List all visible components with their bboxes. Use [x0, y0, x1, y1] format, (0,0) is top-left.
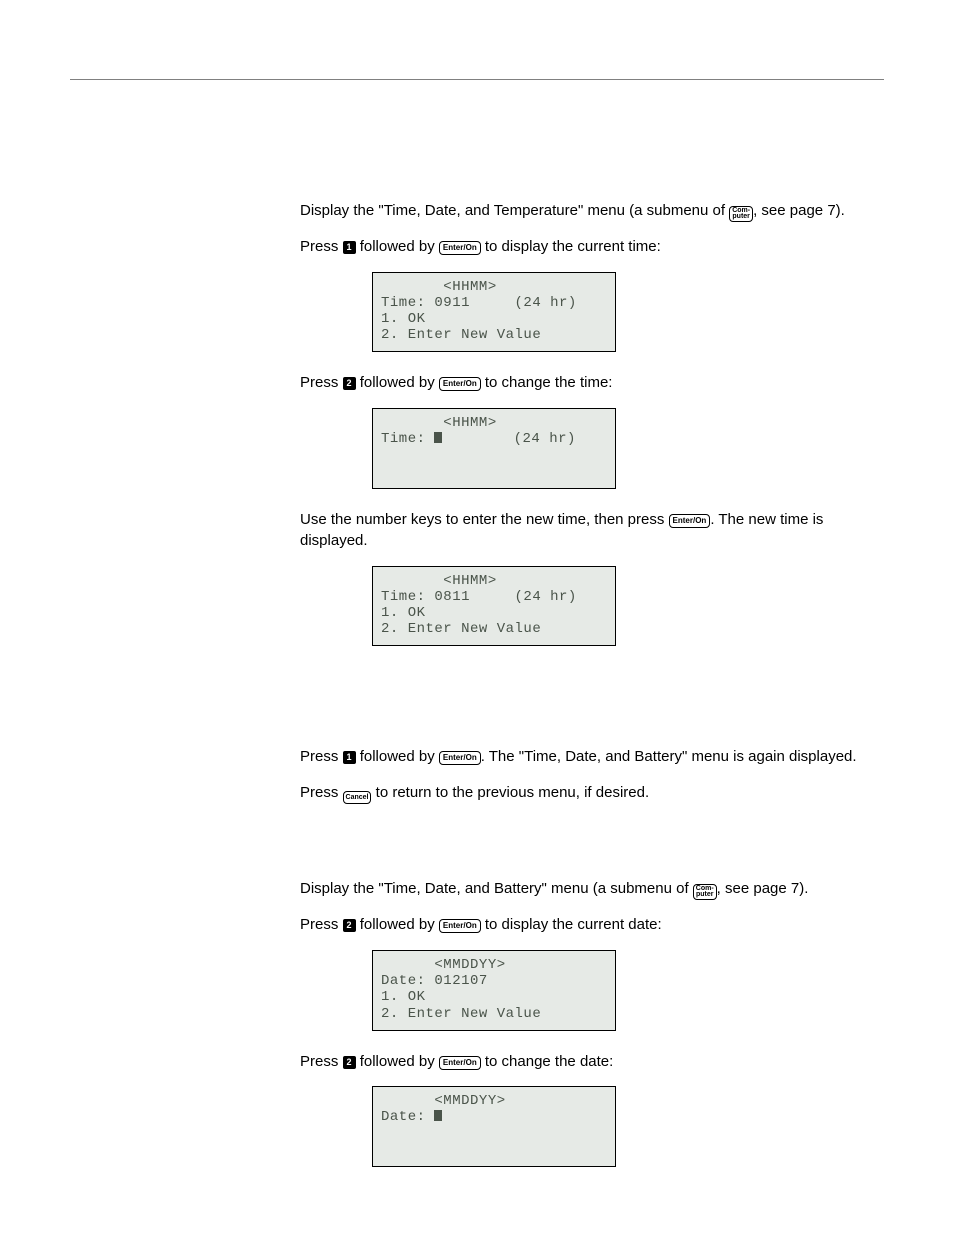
- text: , see page 7).: [753, 202, 845, 219]
- text: to return to the previous menu, if desir…: [371, 784, 649, 801]
- section-gap: [300, 818, 870, 878]
- page: Display the "Time, Date, and Temperature…: [0, 0, 954, 1247]
- text: Press: [300, 916, 343, 933]
- time-step-display: Press 1 followed by Enter/On to display …: [300, 236, 870, 258]
- time-step-enter: Use the number keys to enter the new tim…: [300, 509, 870, 553]
- key-2-icon: 2: [343, 1056, 356, 1069]
- text: Display the "Time, Date, and Battery" me…: [300, 880, 693, 897]
- lcd-line: 1. OK: [381, 605, 426, 621]
- text: followed by: [356, 374, 439, 391]
- text: to display the current date:: [481, 916, 662, 933]
- key-1-icon: 1: [343, 241, 356, 254]
- date-intro: Display the "Time, Date, and Battery" me…: [300, 878, 870, 900]
- lcd-line: 2. Enter New Value: [381, 327, 541, 343]
- key-2-icon: 2: [343, 919, 356, 932]
- lcd-line-pre: Time:: [381, 431, 434, 447]
- enter-on-key-icon: Enter/On: [439, 241, 481, 255]
- lcd-time-updated: <HHMM> Time: 0811 (24 hr) 1. OK 2. Enter…: [372, 566, 616, 646]
- cancel-key-icon: Cancel: [343, 791, 372, 804]
- section-gap: [300, 666, 870, 746]
- date-step-display: Press 2 followed by Enter/On to display …: [300, 914, 870, 936]
- time-step-cancel: Press Cancel to return to the previous m…: [300, 782, 870, 804]
- text: , see page 7).: [717, 880, 809, 897]
- lcd-time-entry: <HHMM> Time: (24 hr): [372, 408, 616, 488]
- enter-on-key-icon: Enter/On: [669, 514, 711, 528]
- computer-key-icon: Com-puter: [693, 884, 717, 901]
- text: followed by: [356, 238, 439, 255]
- text: Press: [300, 238, 343, 255]
- text: followed by: [356, 1053, 439, 1070]
- text: Use the number keys to enter the new tim…: [300, 511, 669, 528]
- lcd-line: <MMDDYY>: [381, 957, 506, 973]
- content-column: Display the "Time, Date, and Temperature…: [300, 200, 870, 1167]
- lcd-line: 2. Enter New Value: [381, 621, 541, 637]
- lcd-line: <HHMM>: [381, 573, 497, 589]
- text: Press: [300, 748, 343, 765]
- lcd-line: Time: 0811 (24 hr): [381, 589, 577, 605]
- lcd-line: <HHMM>: [381, 279, 497, 295]
- time-step-ok: Press 1 followed by Enter/On. The "Time,…: [300, 746, 870, 768]
- text: Press: [300, 1053, 343, 1070]
- enter-on-key-icon: Enter/On: [439, 751, 481, 765]
- enter-on-key-icon: Enter/On: [439, 1056, 481, 1070]
- computer-key-icon: Com-puter: [729, 206, 753, 223]
- text: to change the date:: [481, 1053, 614, 1070]
- text: Press: [300, 374, 343, 391]
- text: followed by: [356, 748, 439, 765]
- enter-on-key-icon: Enter/On: [439, 919, 481, 933]
- text: to change the time:: [481, 374, 613, 391]
- lcd-line: 2. Enter New Value: [381, 1006, 541, 1022]
- lcd-date-entry: <MMDDYY> Date:: [372, 1086, 616, 1166]
- lcd-line: Time: 0911 (24 hr): [381, 295, 577, 311]
- time-intro: Display the "Time, Date, and Temperature…: [300, 200, 870, 222]
- key-2-icon: 2: [343, 377, 356, 390]
- text: Press: [300, 784, 343, 801]
- lcd-time-current: <HHMM> Time: 0911 (24 hr) 1. OK 2. Enter…: [372, 272, 616, 352]
- lcd-date-current: <MMDDYY> Date: 012107 1. OK 2. Enter New…: [372, 950, 616, 1030]
- lcd-line: 1. OK: [381, 989, 426, 1005]
- lcd-line: <MMDDYY>: [381, 1093, 506, 1109]
- text: . The "Time, Date, and Battery" menu is …: [481, 748, 857, 765]
- text: Display the "Time, Date, and Temperature…: [300, 202, 729, 219]
- lcd-line: Date: 012107: [381, 973, 488, 989]
- lcd-line: <HHMM>: [381, 415, 497, 431]
- text: followed by: [356, 916, 439, 933]
- enter-on-key-icon: Enter/On: [439, 377, 481, 391]
- lcd-line-post: (24 hr): [442, 431, 576, 447]
- lcd-line-pre: Date:: [381, 1109, 434, 1125]
- date-step-change: Press 2 followed by Enter/On to change t…: [300, 1051, 870, 1073]
- text: to display the current time:: [481, 238, 661, 255]
- cursor-icon: [434, 1110, 442, 1121]
- lcd-line: 1. OK: [381, 311, 426, 327]
- time-step-change: Press 2 followed by Enter/On to change t…: [300, 372, 870, 394]
- header-rule: [70, 40, 884, 80]
- key-1-icon: 1: [343, 751, 356, 764]
